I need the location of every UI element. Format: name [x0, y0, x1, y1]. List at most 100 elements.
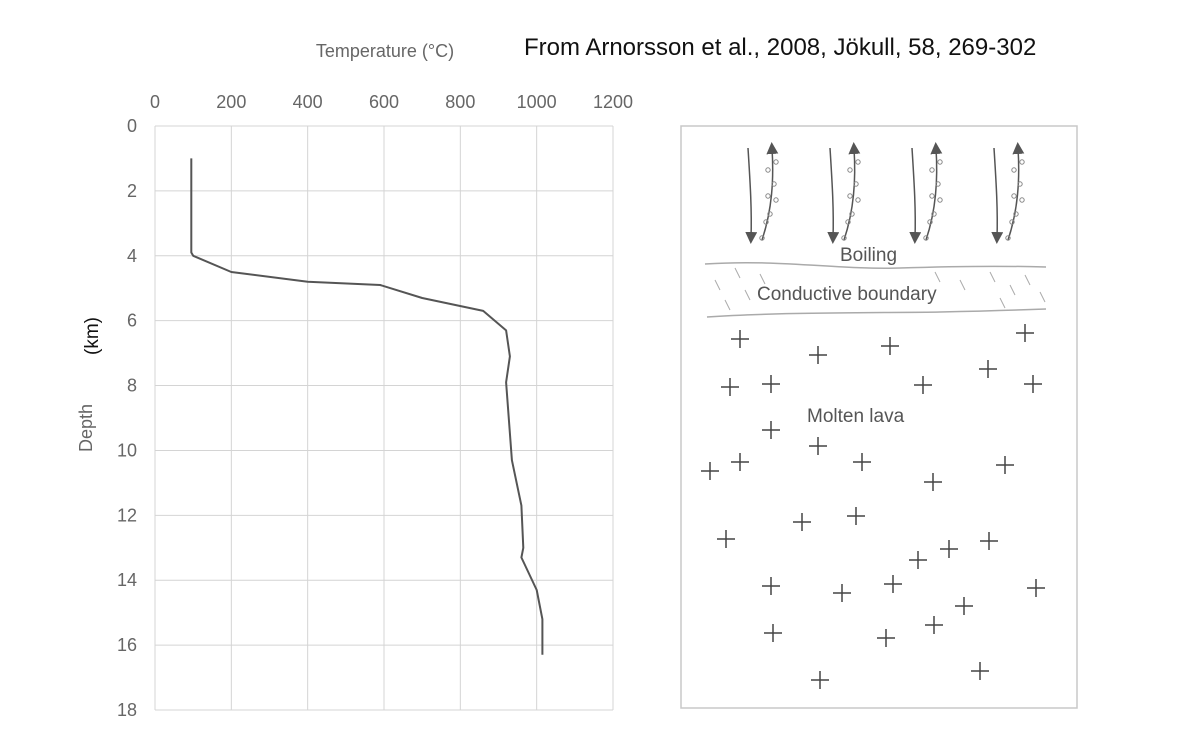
lava-cross — [980, 532, 998, 550]
lava-cross — [1016, 324, 1034, 342]
convection-arrow-group — [827, 142, 861, 244]
convection-arrow-group — [745, 142, 779, 244]
bubble — [1011, 193, 1017, 199]
hatch-mark — [1009, 284, 1016, 296]
lava-cross — [762, 577, 780, 595]
convection-arrow-group — [909, 142, 943, 244]
x-tick-label: 800 — [445, 92, 475, 112]
x-tick-label: 200 — [216, 92, 246, 112]
hatch-mark — [934, 271, 941, 283]
down-arrow — [745, 147, 758, 244]
lava-cross — [1024, 375, 1042, 393]
y-tick-labels: 0 2 4 6 8 10 12 14 16 18 — [117, 116, 137, 720]
lava-cross — [1027, 579, 1045, 597]
lava-cross — [717, 530, 735, 548]
hatch-mark — [989, 271, 996, 283]
bubble — [1013, 211, 1019, 217]
diagram-frame — [680, 125, 1078, 709]
lava-cross — [809, 346, 827, 364]
y-axis-title: Depth — [76, 404, 96, 452]
bubble — [773, 159, 779, 165]
boiling-label: Boiling — [840, 245, 897, 266]
hatch-mark — [959, 279, 966, 291]
bubble — [937, 197, 943, 203]
bubble — [841, 235, 847, 241]
hatch-mark — [999, 297, 1006, 309]
temperature-depth-line — [190, 158, 544, 655]
lava-cross — [721, 378, 739, 396]
boundary-top-line — [704, 261, 1047, 269]
bubble — [853, 181, 859, 187]
y-tick-label: 4 — [127, 246, 137, 266]
bubble — [1009, 219, 1015, 225]
conductive-boundary-label: Conductive boundary — [757, 284, 937, 305]
y-tick-label: 2 — [127, 181, 137, 201]
chart-series — [190, 158, 544, 655]
conductive-boundary-hatching — [714, 267, 1046, 311]
bubble — [771, 181, 777, 187]
lava-cross — [877, 629, 895, 647]
lava-cross — [979, 360, 997, 378]
hatch-mark — [714, 279, 721, 291]
boundary-bottom-line — [706, 308, 1047, 318]
geothermal-diagram: Boiling Conductive boundary Molten lava — [680, 125, 1078, 709]
lava-cross — [809, 437, 827, 455]
lava-cross — [925, 616, 943, 634]
bubble — [765, 193, 771, 199]
lava-cross — [881, 337, 899, 355]
bubble — [847, 193, 853, 199]
lava-cross — [955, 597, 973, 615]
bubble — [847, 167, 853, 173]
temperature-depth-chart: Temperature (°C) Depth (km) 0 200 400 600 80… — [76, 41, 633, 720]
bubble — [855, 197, 861, 203]
lava-cross — [811, 671, 829, 689]
lava-cross — [884, 575, 902, 593]
bubble — [759, 235, 765, 241]
lava-cross — [833, 584, 851, 602]
hatch-mark — [744, 289, 751, 301]
bubble — [773, 197, 779, 203]
lava-cross — [701, 462, 719, 480]
lava-cross — [762, 375, 780, 393]
bubble — [927, 219, 933, 225]
down-arrow — [909, 147, 922, 244]
down-arrow — [991, 147, 1004, 244]
lava-cross — [764, 624, 782, 642]
up-arrow — [925, 142, 943, 241]
bubble — [931, 211, 937, 217]
bubble — [1019, 197, 1025, 203]
y-axis-unit: (km) — [82, 317, 103, 355]
lava-cross — [924, 473, 942, 491]
lava-cross — [996, 456, 1014, 474]
y-tick-label: 10 — [117, 440, 137, 460]
bubble — [845, 219, 851, 225]
x-tick-label: 1000 — [517, 92, 557, 112]
up-arrow — [843, 142, 861, 241]
lava-cross — [914, 376, 932, 394]
x-tick-label: 600 — [369, 92, 399, 112]
y-tick-label: 12 — [117, 505, 137, 525]
x-tick-labels: 0 200 400 600 800 1000 1200 — [150, 92, 633, 112]
bubble — [765, 167, 771, 173]
bubble — [929, 167, 935, 173]
hatch-mark — [759, 273, 766, 285]
bubble — [1011, 167, 1017, 173]
convection-arrows — [745, 142, 1025, 244]
y-tick-label: 16 — [117, 635, 137, 655]
lava-cross — [909, 551, 927, 569]
lava-cross — [971, 662, 989, 680]
y-tick-label: 6 — [127, 311, 137, 331]
hatch-mark — [1024, 274, 1031, 286]
y-tick-label: 18 — [117, 700, 137, 720]
hatch-mark — [1039, 291, 1046, 303]
chart-grid — [154, 125, 614, 711]
bubble — [855, 159, 861, 165]
hatch-mark — [734, 267, 741, 279]
lava-cross — [762, 421, 780, 439]
y-tick-label: 0 — [127, 116, 137, 136]
bubble — [767, 211, 773, 217]
bubble — [1019, 159, 1025, 165]
y-tick-label: 8 — [127, 376, 137, 396]
lava-cross — [847, 507, 865, 525]
source-citation: From Arnorsson et al., 2008, Jökull, 58,… — [524, 34, 1036, 61]
